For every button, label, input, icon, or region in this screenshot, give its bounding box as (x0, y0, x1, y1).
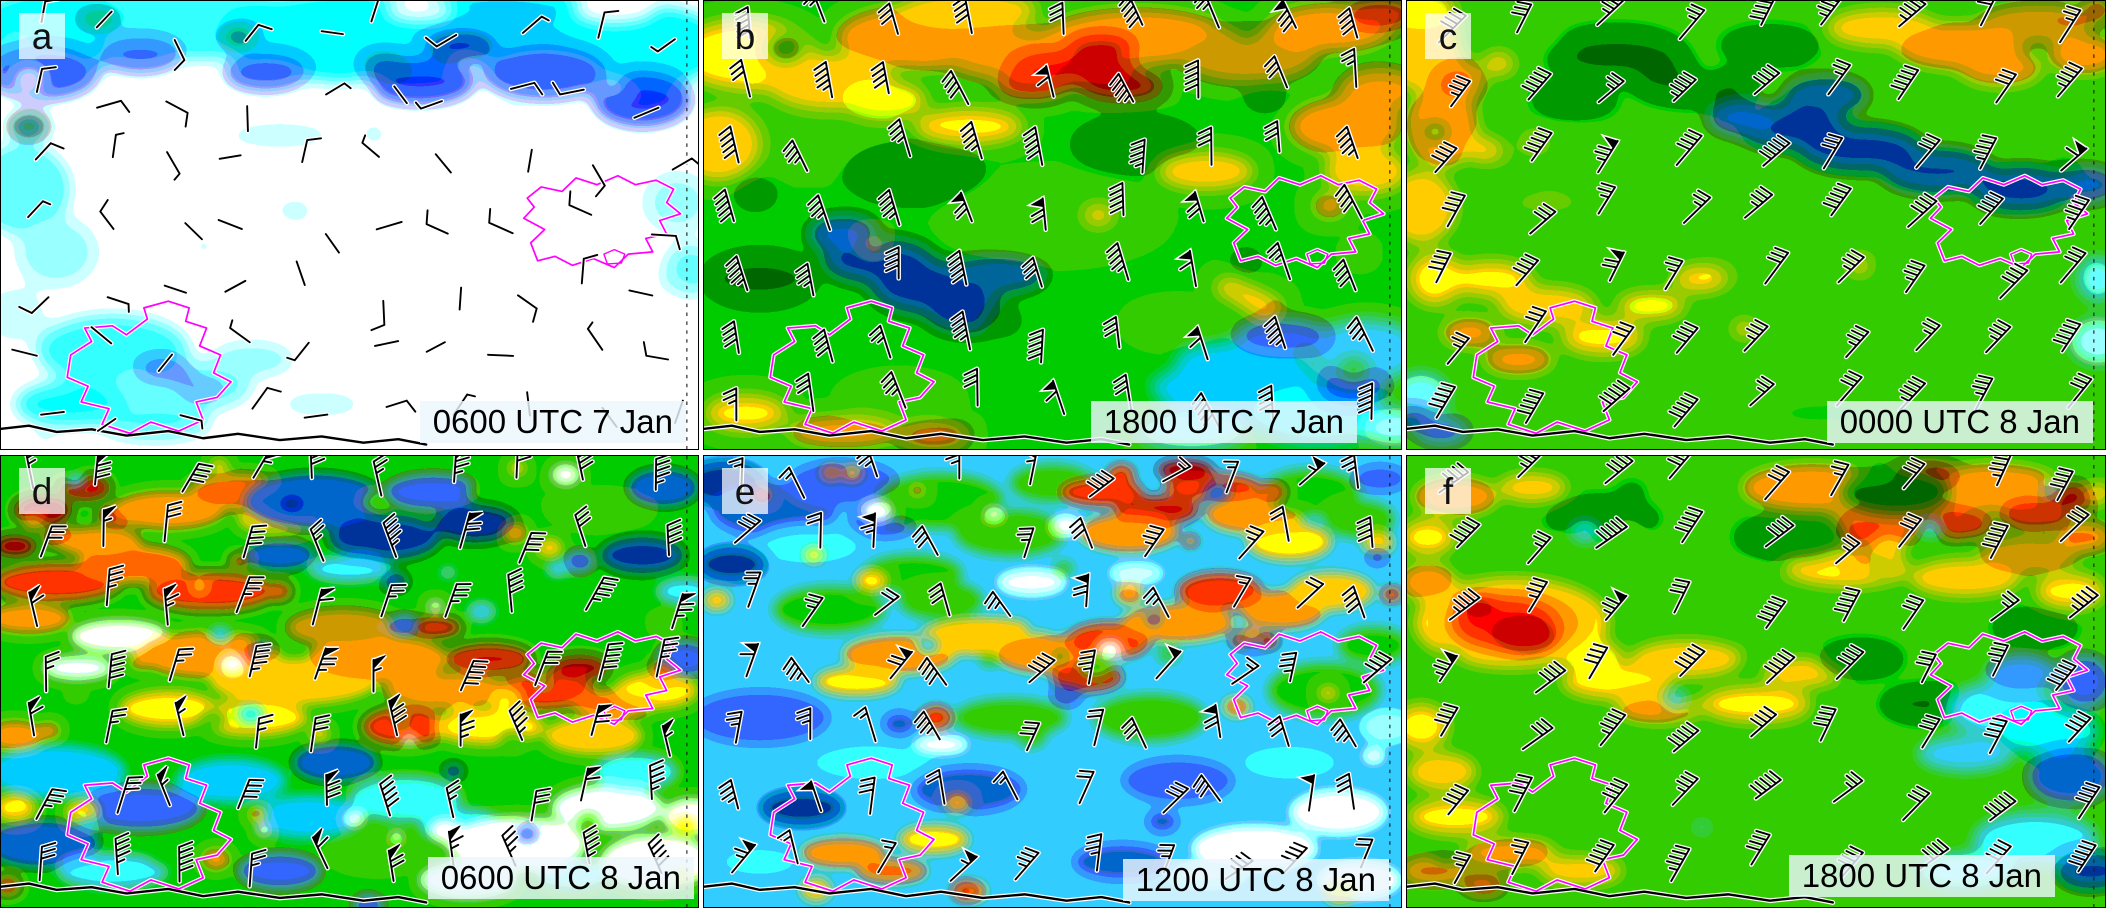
weather-map-panel-f: f 1800 UTC 8 Jan (1406, 455, 2106, 908)
weather-map-panel-b: b 1800 UTC 7 Jan (703, 0, 1402, 450)
panel-letter-label: e (722, 468, 768, 514)
wind-speed-field (1407, 456, 2105, 907)
panel-letter-label: d (19, 468, 65, 514)
panel-letter-label: c (1425, 13, 1471, 59)
panel-letter-label: b (722, 13, 768, 59)
timestamp-label: 1800 UTC 7 Jan (1090, 401, 1357, 443)
weather-map-panel-a: a 0600 UTC 7 Jan (0, 0, 699, 450)
wind-speed-field (1, 456, 698, 907)
weather-map-panel-d: d 0600 UTC 8 Jan (0, 455, 699, 908)
panel-letter-label: a (19, 13, 65, 59)
wind-speed-field (704, 456, 1401, 907)
weather-map-panel-c: c 0000 UTC 8 Jan (1406, 0, 2106, 450)
wind-speed-field (1, 1, 698, 449)
timestamp-label: 1200 UTC 8 Jan (1122, 859, 1389, 901)
timestamp-label: 0000 UTC 8 Jan (1826, 401, 2093, 443)
timestamp-label: 0600 UTC 8 Jan (427, 857, 694, 899)
wind-speed-field (1407, 1, 2105, 449)
timestamp-label: 0600 UTC 7 Jan (419, 401, 686, 443)
timestamp-label: 1800 UTC 8 Jan (1788, 855, 2055, 897)
wind-speed-field (704, 1, 1401, 449)
weather-map-panel-e: e 1200 UTC 8 Jan (703, 455, 1402, 908)
panel-letter-label: f (1425, 468, 1471, 514)
